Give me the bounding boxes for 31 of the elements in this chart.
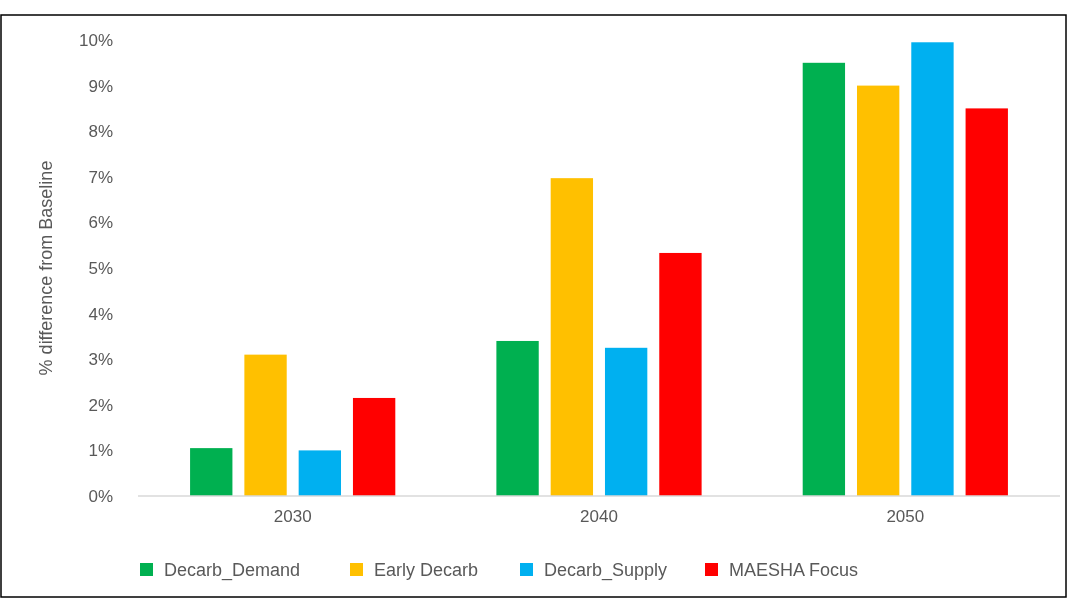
y-tick-label: 5% [88,258,113,278]
bar [659,252,702,496]
y-tick-label: 8% [88,122,113,142]
x-tick-label: 2050 [886,507,925,526]
y-tick-label: 2% [88,395,113,415]
bar [550,178,594,496]
bar [496,340,539,496]
y-axis-title: % difference from Baseline [36,160,56,376]
y-tick-label: 10% [78,30,113,50]
legend-label: Early Decarb [374,560,479,581]
y-tick-label: 3% [88,350,113,370]
bar [244,354,287,496]
y-tick-label: 4% [88,304,113,324]
y-tick-label: 6% [88,213,113,233]
y-tick-label: 0% [88,486,113,506]
bar [190,448,233,496]
x-tick-label: 2040 [580,507,618,526]
legend-label: MAESHA Focus [729,560,859,581]
bar [604,347,648,496]
x-tick-label: 2030 [273,507,312,526]
y-tick-label: 1% [88,441,113,461]
y-tick-label: 9% [88,76,113,96]
legend-label: Decarb_Supply [544,560,668,582]
bar [802,62,846,496]
bar [352,397,396,496]
y-tick-label: 7% [88,167,113,187]
legend-label: Decarb_Demand [164,560,301,582]
bar [911,42,954,496]
bar [965,108,1008,496]
bar [856,85,900,496]
bar [298,450,342,496]
